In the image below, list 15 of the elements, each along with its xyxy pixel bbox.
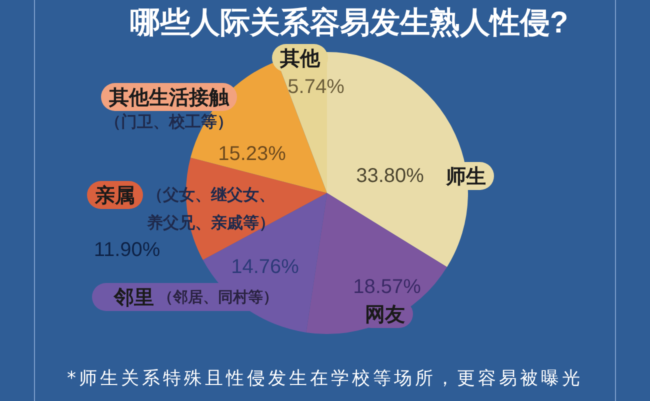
text: （邻居、同村等） bbox=[158, 288, 278, 306]
data-label: 11.90% bbox=[94, 239, 160, 261]
slice-label: 亲属 bbox=[87, 181, 143, 209]
text: *师生关系特殊且性侵发生在学校等场所，更容易被曝光 bbox=[66, 367, 584, 391]
slice-label: 其他 bbox=[272, 44, 328, 72]
data-label: 15.23% bbox=[218, 143, 286, 165]
slice-label: 网友 bbox=[357, 300, 413, 328]
chart-title: 哪些人际关系容易发生熟人性侵? bbox=[130, 6, 568, 40]
slice-label: 其他生活接触 bbox=[101, 83, 237, 111]
data-label: 18.57% bbox=[353, 276, 422, 298]
data-label: 33.80% bbox=[356, 165, 424, 187]
slice-label: 师生 bbox=[438, 162, 494, 190]
data-label: 5.74% bbox=[288, 76, 345, 98]
slice-label: 邻里 bbox=[92, 283, 158, 311]
data-label: 14.76% bbox=[231, 256, 300, 278]
